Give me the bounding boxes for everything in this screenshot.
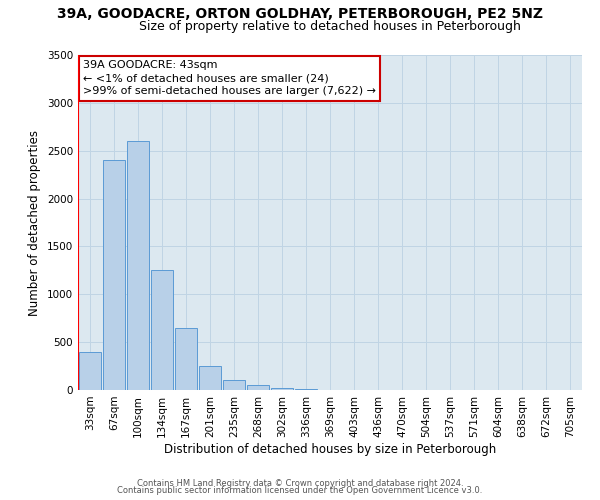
Text: 39A GOODACRE: 43sqm
← <1% of detached houses are smaller (24)
>99% of semi-detac: 39A GOODACRE: 43sqm ← <1% of detached ho…	[83, 60, 376, 96]
Bar	[199, 366, 221, 390]
Bar	[247, 385, 269, 390]
Bar	[79, 352, 101, 390]
Text: 39A, GOODACRE, ORTON GOLDHAY, PETERBOROUGH, PE2 5NZ: 39A, GOODACRE, ORTON GOLDHAY, PETERBOROU…	[57, 8, 543, 22]
Bar	[295, 389, 317, 390]
Bar	[223, 380, 245, 390]
Bar	[271, 388, 293, 390]
Title: Size of property relative to detached houses in Peterborough: Size of property relative to detached ho…	[139, 20, 521, 33]
Bar	[103, 160, 125, 390]
X-axis label: Distribution of detached houses by size in Peterborough: Distribution of detached houses by size …	[164, 442, 496, 456]
Y-axis label: Number of detached properties: Number of detached properties	[28, 130, 41, 316]
Bar	[151, 270, 173, 390]
Bar	[175, 328, 197, 390]
Text: Contains public sector information licensed under the Open Government Licence v3: Contains public sector information licen…	[118, 486, 482, 495]
Bar	[127, 141, 149, 390]
Text: Contains HM Land Registry data © Crown copyright and database right 2024.: Contains HM Land Registry data © Crown c…	[137, 478, 463, 488]
